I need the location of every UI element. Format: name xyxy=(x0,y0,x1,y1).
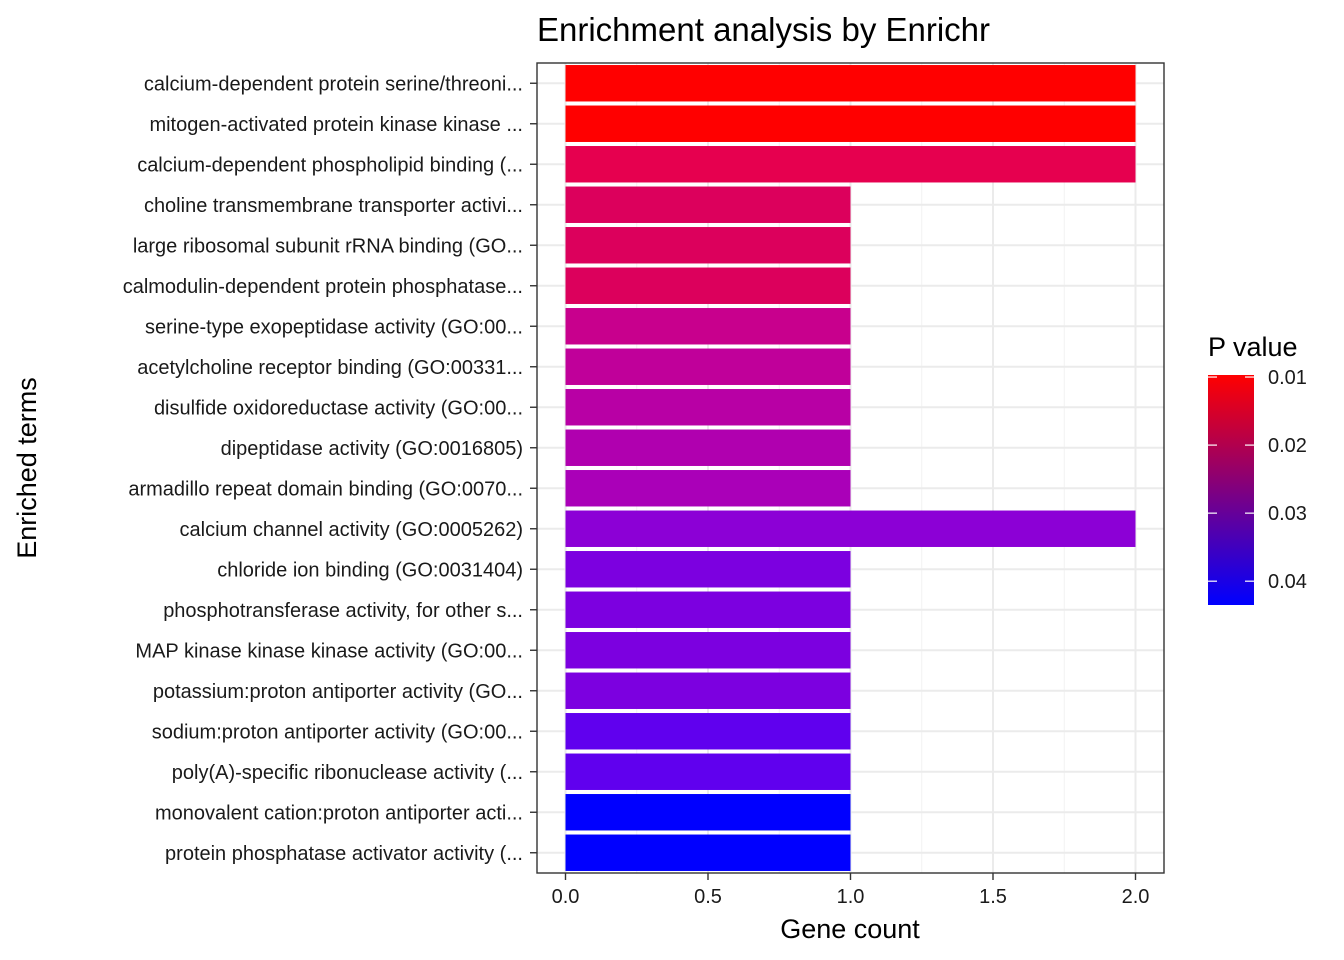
bar xyxy=(565,551,851,588)
y-tick-label: choline transmembrane transporter activi… xyxy=(144,195,523,217)
bar xyxy=(565,105,1136,142)
x-tick-label: 1.5 xyxy=(979,886,1007,908)
y-tick-label: dipeptidase activity (GO:0016805) xyxy=(221,438,523,460)
y-tick-label: monovalent cation:proton antiporter acti… xyxy=(155,802,523,824)
y-axis: calcium-dependent protein serine/threoni… xyxy=(123,73,537,865)
y-tick-label: large ribosomal subunit rRNA binding (GO… xyxy=(133,235,523,257)
bar xyxy=(565,672,851,709)
bar xyxy=(565,65,1136,102)
y-tick-label: calcium-dependent phospholipid binding (… xyxy=(137,154,523,176)
y-tick-label: MAP kinase kinase kinase activity (GO:00… xyxy=(135,640,523,662)
bar xyxy=(565,591,851,628)
x-tick-label: 0.0 xyxy=(552,886,580,908)
bar xyxy=(565,794,851,831)
legend-ticks: 0.01 0.02 0.03 0.04 xyxy=(1208,367,1307,593)
x-tick-label: 1.0 xyxy=(837,886,865,908)
bar xyxy=(565,834,851,871)
x-axis-title: Gene count xyxy=(780,914,920,944)
x-axis: 0.0 0.5 1.0 1.5 2.0 xyxy=(552,873,1150,908)
y-tick-label: calmodulin-dependent protein phosphatase… xyxy=(123,276,523,298)
y-tick-label: protein phosphatase activator activity (… xyxy=(165,843,523,865)
legend-colorbar xyxy=(1208,375,1254,605)
y-tick-label: mitogen-activated protein kinase kinase … xyxy=(149,114,523,136)
bar xyxy=(565,146,1136,183)
y-tick-label: sodium:proton antiporter activity (GO:00… xyxy=(152,721,523,743)
bar xyxy=(565,389,851,426)
bar xyxy=(565,267,851,304)
x-tick-label: 0.5 xyxy=(694,886,722,908)
plot-panel xyxy=(536,62,1165,874)
y-tick-label: calcium-dependent protein serine/threoni… xyxy=(144,73,523,95)
legend-title: P value xyxy=(1208,332,1298,362)
y-tick-label: disulfide oxidoreductase activity (GO:00… xyxy=(154,397,523,419)
y-tick-label: potassium:proton antiporter activity (GO… xyxy=(153,681,523,703)
legend-tick-label: 0.01 xyxy=(1268,367,1307,389)
bar xyxy=(565,510,1136,547)
bar xyxy=(565,753,851,790)
bar xyxy=(565,429,851,466)
y-tick-label: armadillo repeat domain binding (GO:0070… xyxy=(128,478,523,500)
bar xyxy=(565,632,851,669)
bar xyxy=(565,308,851,345)
bar xyxy=(565,348,851,385)
chart-title: Enrichment analysis by Enrichr xyxy=(537,11,990,48)
y-tick-label: calcium channel activity (GO:0005262) xyxy=(180,519,524,541)
y-tick-label: chloride ion binding (GO:0031404) xyxy=(217,559,523,581)
y-tick-label: phosphotransferase activity, for other s… xyxy=(163,600,523,622)
y-tick-label: acetylcholine receptor binding (GO:00331… xyxy=(137,357,523,379)
y-tick-label: poly(A)-specific ribonuclease activity (… xyxy=(172,762,523,784)
y-tick-label: serine-type exopeptidase activity (GO:00… xyxy=(145,316,523,338)
y-axis-title: Enriched terms xyxy=(12,377,42,559)
legend-tick-label: 0.04 xyxy=(1268,571,1307,593)
bar xyxy=(565,186,851,223)
legend-tick-label: 0.03 xyxy=(1268,503,1307,525)
bar xyxy=(565,470,851,507)
bar xyxy=(565,713,851,750)
bars xyxy=(565,65,1136,871)
p-value-legend: P value 0.01 0.02 0.03 0.04 xyxy=(1208,332,1307,605)
x-tick-label: 2.0 xyxy=(1122,886,1150,908)
bar xyxy=(565,227,851,264)
legend-tick-label: 0.02 xyxy=(1268,435,1307,457)
